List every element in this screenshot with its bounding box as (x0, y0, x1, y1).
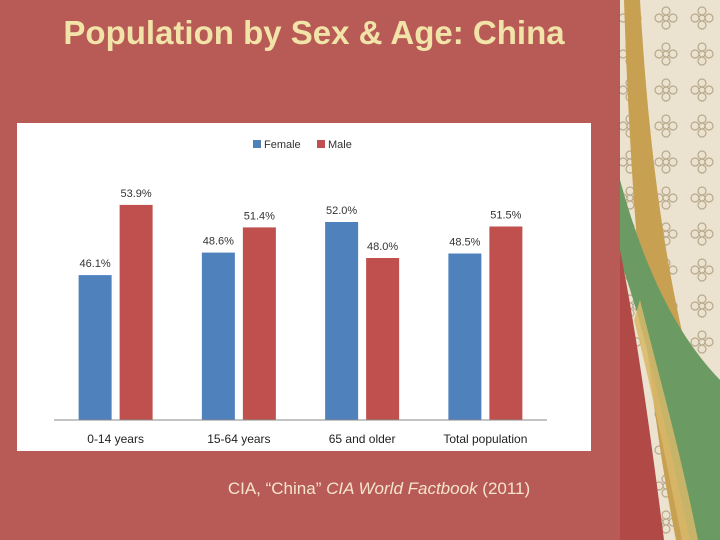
data-label-female-0: 46.1% (80, 258, 111, 270)
legend-label-male: Male (328, 139, 352, 151)
data-label-male-1: 51.4% (244, 210, 275, 222)
bar-female-3 (448, 253, 482, 420)
bar-chart: Female Male 46.1% 53.9% 0-14 years 48.6% 51.4%… (54, 139, 547, 446)
data-label-female-3: 48.5% (449, 237, 480, 249)
bar-male-0 (119, 204, 153, 420)
data-label-female-1: 48.6% (203, 236, 234, 248)
legend-swatch-female (253, 140, 261, 148)
legend-swatch-male (317, 140, 325, 148)
bar-female-1 (201, 252, 235, 420)
bar-female-2 (325, 222, 359, 420)
bar-male-2 (366, 258, 400, 420)
source-suffix: (2011) (477, 479, 531, 498)
bar-male-1 (242, 227, 276, 420)
category-label-3: Total population (443, 432, 527, 446)
data-label-female-2: 52.0% (326, 205, 357, 217)
bar-male-3 (489, 226, 523, 420)
slide-title: Population by Sex & Age: China (63, 14, 565, 51)
source-prefix: CIA, “China” (227, 479, 327, 498)
ribbon-green (620, 180, 720, 540)
category-label-2: 65 and older (329, 432, 396, 446)
chart-panel: Female Male 46.1% 53.9% 0-14 years 48.6% 51.4%… (17, 123, 591, 451)
category-label-0: 0-14 years (87, 432, 144, 446)
legend-label-female: Female (264, 139, 301, 151)
legend: Female Male (253, 139, 352, 151)
ribbon-red (620, 250, 664, 540)
ribbon-gold-lower (634, 300, 698, 540)
data-label-male-3: 51.5% (490, 210, 521, 222)
category-label-1: 15-64 years (207, 432, 270, 446)
data-label-male-2: 48.0% (367, 241, 398, 253)
source-italic: CIA World Factbook (326, 479, 478, 498)
bar-female-0 (78, 275, 112, 420)
source-caption: CIA, “China” CIA World Factbook (2011) (210, 479, 548, 499)
data-label-male-0: 53.9% (121, 188, 152, 200)
